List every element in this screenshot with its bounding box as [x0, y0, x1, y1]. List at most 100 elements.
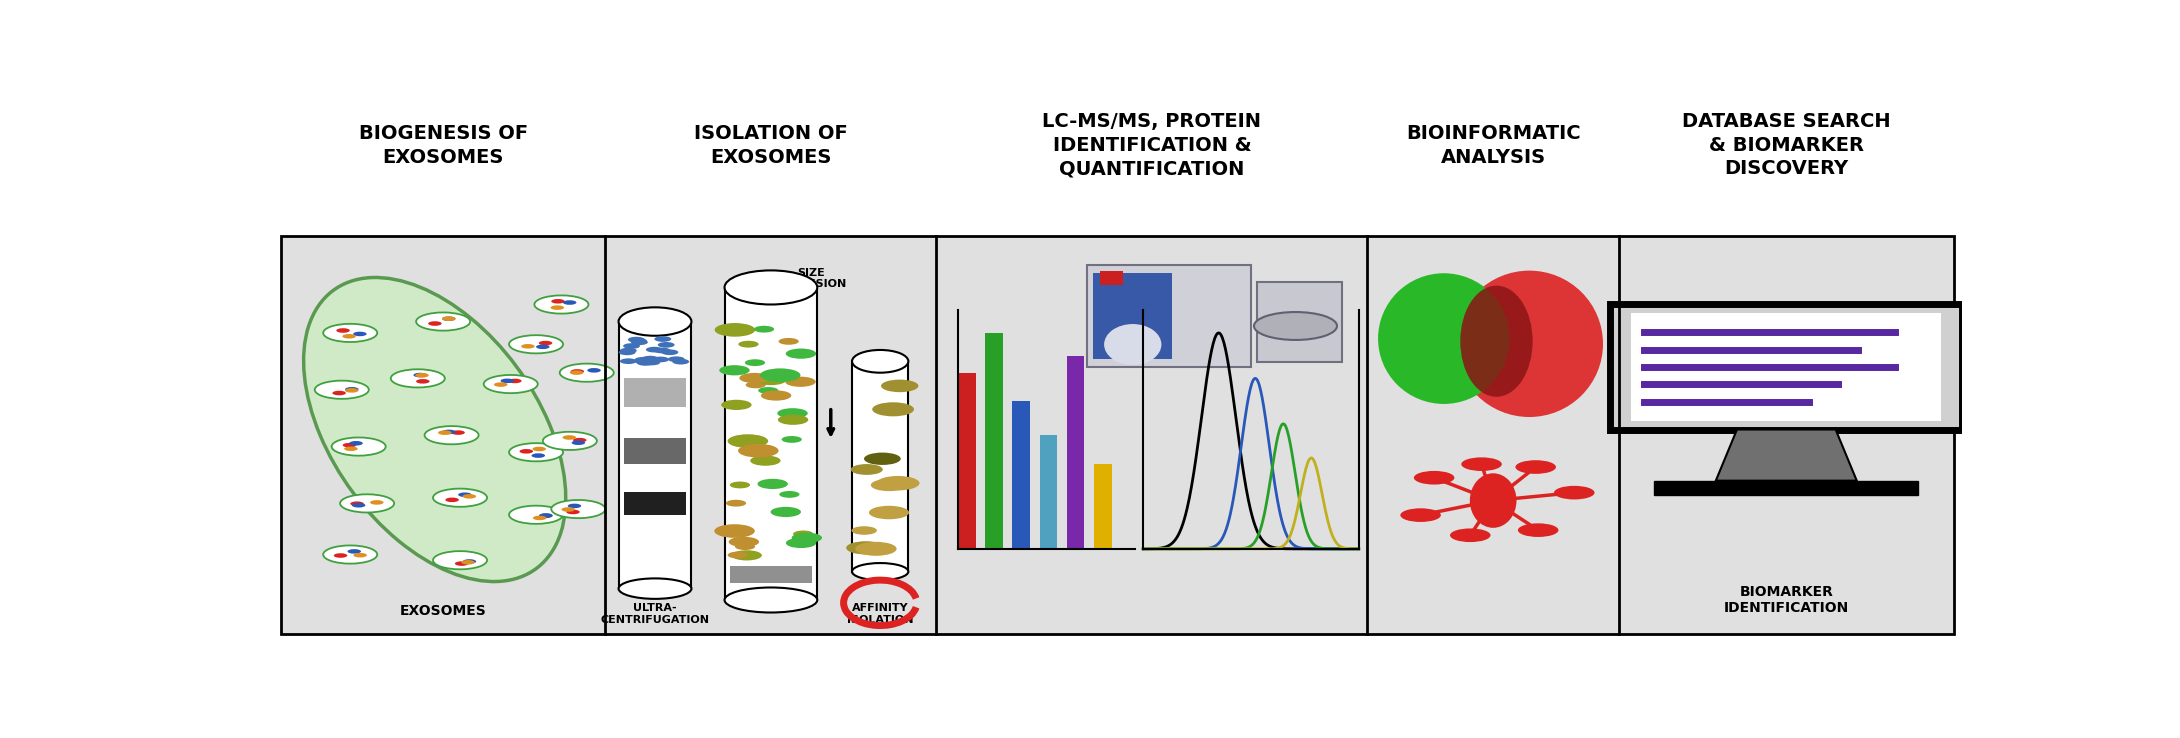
Circle shape — [746, 359, 765, 366]
Circle shape — [778, 408, 809, 418]
Circle shape — [671, 359, 689, 365]
Circle shape — [347, 549, 362, 554]
Circle shape — [1400, 508, 1441, 522]
Bar — [281, 236, 1953, 634]
Circle shape — [484, 375, 538, 393]
Text: BIOINFORMATIC
ANALYSIS: BIOINFORMATIC ANALYSIS — [1406, 124, 1580, 167]
Circle shape — [715, 323, 754, 337]
Circle shape — [351, 503, 366, 508]
Circle shape — [654, 337, 671, 342]
Circle shape — [778, 415, 809, 425]
Circle shape — [543, 432, 597, 450]
Circle shape — [534, 295, 589, 314]
Circle shape — [739, 444, 778, 458]
Circle shape — [761, 368, 800, 382]
Ellipse shape — [1469, 473, 1517, 528]
Text: DATABASE SEARCH
& BIOMARKER
DISCOVERY: DATABASE SEARCH & BIOMARKER DISCOVERY — [1683, 112, 1890, 179]
Text: EXOSOMES: EXOSOMES — [399, 604, 486, 618]
Bar — [1094, 463, 1112, 549]
Circle shape — [562, 507, 576, 511]
Circle shape — [552, 299, 565, 303]
Circle shape — [761, 390, 791, 401]
Bar — [724, 287, 818, 600]
Circle shape — [532, 453, 545, 458]
Bar — [985, 333, 1003, 549]
Circle shape — [722, 400, 752, 410]
Circle shape — [726, 500, 746, 506]
Circle shape — [881, 379, 918, 392]
Text: ISOLATION OF
EXOSOMES: ISOLATION OF EXOSOMES — [693, 124, 848, 167]
Circle shape — [495, 382, 508, 387]
Circle shape — [501, 379, 514, 383]
Circle shape — [785, 538, 815, 548]
Circle shape — [336, 328, 349, 333]
Text: LC-MS/MS, PROTEIN
IDENTIFICATION &
QUANTIFICATION: LC-MS/MS, PROTEIN IDENTIFICATION & QUANT… — [1042, 112, 1262, 179]
Circle shape — [342, 334, 355, 339]
Circle shape — [634, 359, 652, 365]
Text: SIZE
EXCLUSION: SIZE EXCLUSION — [776, 268, 846, 289]
Circle shape — [852, 526, 876, 535]
Circle shape — [443, 317, 456, 321]
Circle shape — [510, 335, 562, 354]
Circle shape — [1515, 461, 1557, 474]
Ellipse shape — [1378, 273, 1509, 404]
Circle shape — [573, 438, 586, 442]
Circle shape — [560, 364, 615, 382]
Circle shape — [552, 306, 565, 310]
Bar — [1066, 356, 1083, 549]
Circle shape — [770, 507, 800, 517]
Circle shape — [323, 324, 377, 342]
Circle shape — [654, 348, 671, 354]
Ellipse shape — [1103, 324, 1162, 365]
Circle shape — [870, 506, 909, 520]
Circle shape — [846, 541, 885, 554]
Circle shape — [510, 443, 562, 461]
Circle shape — [434, 551, 486, 569]
Bar — [623, 438, 687, 463]
Circle shape — [746, 382, 765, 388]
Circle shape — [634, 357, 652, 362]
Bar — [1094, 273, 1173, 359]
Ellipse shape — [724, 270, 818, 305]
Bar — [623, 379, 687, 407]
Circle shape — [619, 359, 637, 364]
Circle shape — [732, 551, 761, 560]
Circle shape — [778, 338, 798, 345]
Circle shape — [571, 369, 584, 373]
Circle shape — [538, 513, 554, 518]
Circle shape — [521, 344, 534, 348]
Circle shape — [715, 524, 754, 538]
Bar — [1040, 435, 1057, 549]
Circle shape — [462, 559, 475, 564]
Circle shape — [532, 446, 545, 451]
Circle shape — [739, 373, 770, 383]
Circle shape — [342, 443, 355, 447]
Circle shape — [438, 430, 451, 435]
Circle shape — [567, 510, 580, 514]
Circle shape — [637, 360, 654, 366]
Circle shape — [331, 390, 347, 396]
Circle shape — [344, 387, 358, 392]
Circle shape — [1554, 486, 1594, 500]
Circle shape — [1415, 471, 1454, 485]
Circle shape — [508, 379, 521, 383]
Circle shape — [462, 560, 475, 565]
Circle shape — [569, 370, 584, 375]
Circle shape — [643, 359, 661, 365]
Circle shape — [728, 434, 767, 448]
Text: BIOGENESIS OF
EXOSOMES: BIOGENESIS OF EXOSOMES — [358, 124, 528, 167]
Circle shape — [739, 341, 759, 348]
Circle shape — [623, 343, 641, 349]
Circle shape — [562, 435, 576, 440]
Circle shape — [870, 479, 907, 491]
Circle shape — [334, 554, 347, 558]
Ellipse shape — [1461, 286, 1533, 397]
Circle shape — [532, 516, 547, 520]
Circle shape — [323, 545, 377, 564]
Circle shape — [390, 369, 445, 387]
Bar — [1088, 265, 1251, 367]
Ellipse shape — [724, 587, 818, 613]
Circle shape — [536, 345, 549, 349]
Circle shape — [510, 506, 562, 524]
Ellipse shape — [852, 350, 909, 373]
